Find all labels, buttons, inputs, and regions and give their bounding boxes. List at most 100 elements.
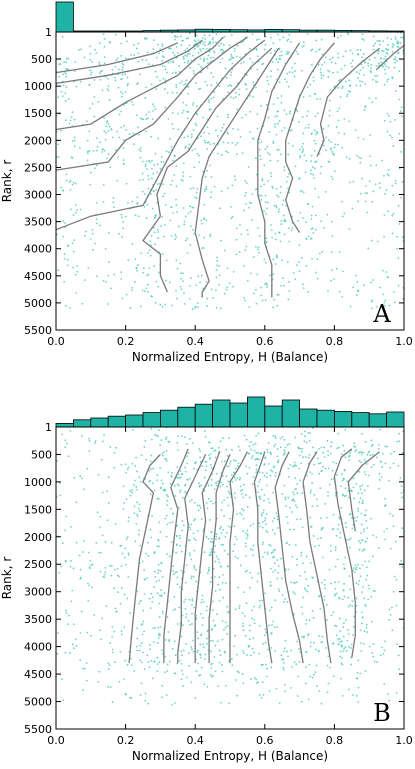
scatter-point — [267, 442, 270, 444]
scatter-point — [117, 86, 120, 89]
scatter-point — [173, 573, 175, 576]
contour-line — [333, 448, 356, 658]
scatter-point — [321, 53, 324, 56]
scatter-point — [239, 490, 242, 492]
scatter-point — [136, 269, 138, 272]
scatter-point — [147, 117, 150, 120]
scatter-point — [278, 120, 281, 122]
scatter-point — [66, 244, 69, 247]
scatter-point — [277, 588, 280, 590]
scatter-point — [338, 597, 341, 600]
scatter-point — [370, 64, 373, 66]
scatter-point — [339, 536, 342, 539]
scatter-point — [363, 630, 366, 633]
scatter-point — [289, 112, 291, 115]
scatter-point — [286, 39, 289, 42]
scatter-point — [128, 133, 131, 135]
scatter-point — [348, 157, 351, 160]
scatter-point — [330, 141, 332, 144]
scatter-point — [123, 593, 126, 596]
scatter-point — [129, 490, 131, 492]
scatter-point — [400, 560, 403, 562]
scatter-point — [173, 596, 176, 598]
scatter-point — [227, 142, 229, 144]
scatter-point — [121, 297, 124, 300]
scatter-point — [103, 149, 106, 152]
scatter-point — [348, 459, 351, 461]
scatter-point — [107, 476, 110, 479]
scatter-point — [156, 670, 159, 673]
scatter-point — [278, 208, 280, 211]
scatter-point — [240, 513, 243, 516]
scatter-point — [328, 483, 331, 486]
scatter-point — [84, 230, 87, 233]
scatter-point — [322, 144, 325, 147]
scatter-point — [120, 633, 123, 636]
scatter-point — [103, 116, 106, 119]
scatter-point — [165, 71, 168, 74]
scatter-point — [65, 57, 68, 60]
scatter-point — [231, 62, 234, 65]
scatter-point — [346, 93, 349, 96]
scatter-point — [311, 227, 314, 230]
scatter-point — [109, 446, 112, 449]
scatter-point — [351, 516, 353, 519]
scatter-point — [343, 567, 346, 570]
scatter-point — [262, 693, 265, 696]
scatter-point — [304, 430, 306, 433]
scatter-point — [271, 624, 273, 627]
scatter-point — [243, 615, 246, 617]
scatter-point — [181, 39, 184, 42]
scatter-point — [398, 132, 401, 135]
scatter-point — [302, 41, 305, 44]
scatter-point — [401, 36, 404, 39]
scatter-point — [100, 638, 103, 641]
scatter-point — [174, 71, 177, 74]
scatter-point — [159, 531, 162, 533]
scatter-point — [299, 212, 302, 214]
scatter-point — [156, 656, 159, 659]
scatter-point — [144, 165, 147, 168]
scatter-point — [193, 72, 196, 75]
scatter-point — [197, 63, 200, 66]
scatter-point — [363, 458, 366, 461]
scatter-point — [251, 617, 253, 620]
scatter-point — [122, 147, 125, 149]
scatter-point — [215, 306, 218, 309]
scatter-point — [357, 701, 360, 703]
scatter-point — [184, 436, 186, 439]
scatter-point — [400, 151, 402, 153]
scatter-point — [275, 133, 278, 136]
scatter-point — [396, 247, 399, 250]
scatter-point — [364, 560, 367, 563]
scatter-point — [202, 646, 205, 649]
scatter-point — [150, 536, 153, 539]
scatter-point — [396, 440, 398, 443]
scatter-point — [127, 259, 130, 261]
scatter-point — [256, 273, 259, 276]
scatter-point — [245, 438, 248, 441]
scatter-point — [185, 104, 188, 107]
scatter-point — [283, 683, 286, 686]
scatter-point — [207, 54, 210, 57]
scatter-point — [180, 288, 183, 291]
scatter-point — [64, 100, 67, 102]
panel-b-x-axis-label: Normalized Entropy, H (Balance) — [132, 749, 328, 763]
scatter-point — [238, 88, 241, 91]
scatter-point — [309, 95, 311, 97]
scatter-point — [386, 173, 389, 175]
scatter-point — [278, 590, 281, 592]
scatter-point — [361, 33, 364, 36]
scatter-point — [199, 507, 202, 509]
scatter-point — [72, 266, 75, 269]
scatter-point — [236, 477, 239, 480]
scatter-point — [289, 506, 291, 509]
scatter-point — [89, 69, 92, 72]
scatter-point — [342, 635, 345, 638]
panel-a: 1500100015002000250030003500400045005000… — [0, 1, 413, 364]
scatter-point — [338, 250, 341, 253]
scatter-point — [283, 650, 286, 653]
scatter-point — [70, 156, 73, 159]
scatter-point — [314, 115, 317, 118]
scatter-point — [139, 480, 142, 483]
